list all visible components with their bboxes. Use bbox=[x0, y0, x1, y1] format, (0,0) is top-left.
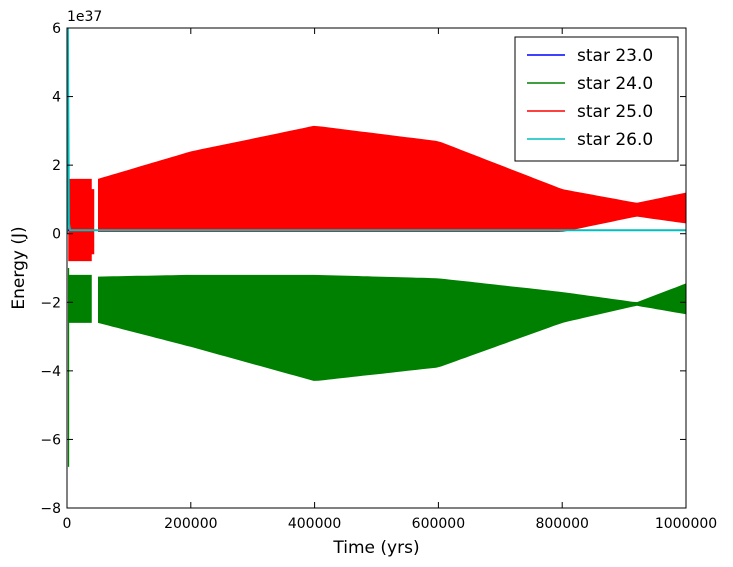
early-green-segment bbox=[68, 274, 92, 323]
y-tick-label: 2 bbox=[52, 158, 61, 174]
red-dip-spike bbox=[89, 189, 95, 255]
early-red-segment bbox=[68, 178, 92, 262]
legend-label: star 24.0 bbox=[577, 74, 653, 94]
legend-box bbox=[514, 36, 679, 162]
x-tick-label: 0 bbox=[63, 516, 72, 532]
y-axis-label: Energy (J) bbox=[9, 226, 29, 309]
y-tick-label: −2 bbox=[40, 295, 61, 311]
y-tick-label: 0 bbox=[52, 227, 61, 243]
legend-label: star 25.0 bbox=[577, 102, 653, 122]
legend-entry: star 23.0 bbox=[527, 46, 653, 66]
band-star-24-0 bbox=[98, 274, 686, 381]
y-offset-label: 1e37 bbox=[67, 9, 102, 25]
x-tick-label: 1000000 bbox=[655, 516, 717, 532]
x-tick-label: 800000 bbox=[535, 516, 588, 532]
legend-label: star 23.0 bbox=[577, 46, 653, 66]
band-star-25-0 bbox=[98, 125, 686, 232]
y-tick-label: 4 bbox=[52, 90, 61, 106]
x-tick-label: 400000 bbox=[288, 516, 341, 532]
plot-area bbox=[67, 28, 686, 467]
x-tick-label: 200000 bbox=[164, 516, 217, 532]
axes-frame bbox=[66, 27, 687, 509]
legend-entry: star 24.0 bbox=[527, 74, 653, 94]
y-tick-label: −4 bbox=[40, 364, 61, 380]
y-tick-label: −8 bbox=[40, 501, 61, 517]
ticks: 0 200000 400000 600000 800000 1000000 −8 −6 −4 −2… bbox=[40, 21, 717, 532]
y-tick-label: 6 bbox=[52, 21, 61, 37]
line-star-26-0 bbox=[67, 28, 686, 234]
legend-label: star 26.0 bbox=[577, 130, 653, 150]
legend: star 23.0 star 24.0 star 25.0 star 26.0 bbox=[514, 36, 679, 162]
legend-entry: star 25.0 bbox=[527, 102, 653, 122]
y-tick-label: −6 bbox=[40, 432, 61, 448]
x-tick-label: 600000 bbox=[412, 516, 465, 532]
green-initial-spike bbox=[67, 268, 70, 467]
x-axis-label: Time (yrs) bbox=[332, 538, 419, 558]
legend-entry: star 26.0 bbox=[527, 130, 653, 150]
